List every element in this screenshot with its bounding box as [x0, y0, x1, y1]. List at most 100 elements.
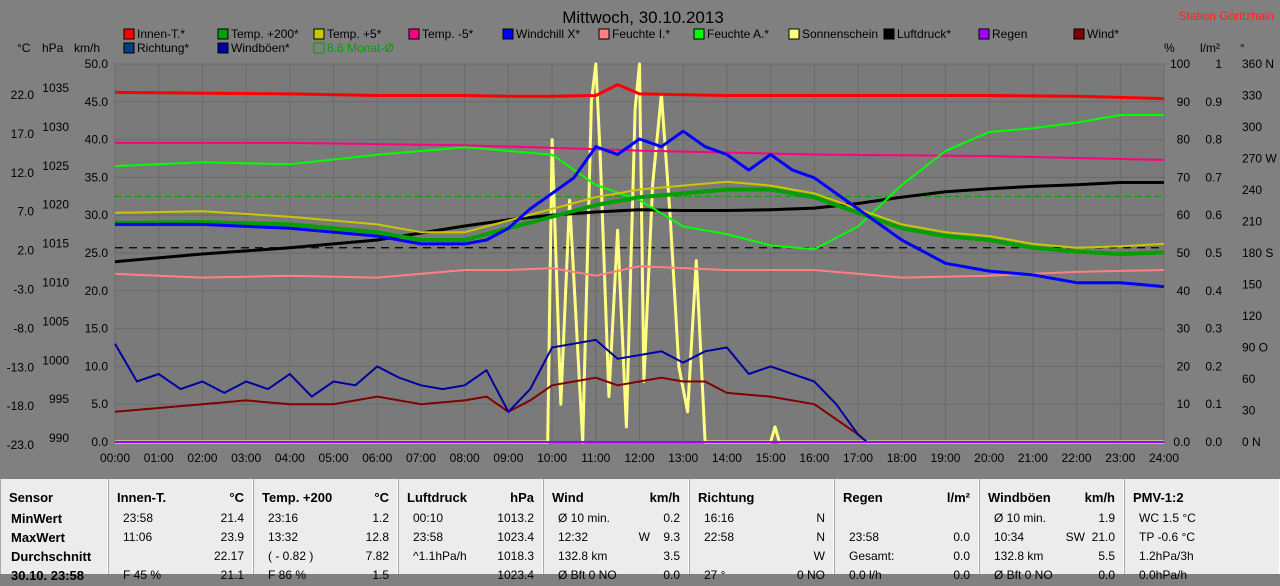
stats-row: W	[690, 549, 833, 567]
humidity-tick-label: 100	[1170, 57, 1190, 71]
axis-labels: 00:00 01:00 02:00 03:00 04:00 05:00 06:00 07:00…	[7, 57, 1278, 465]
stats-header-label: Windböen	[988, 490, 1051, 505]
left-unit-label: hPa	[42, 41, 64, 55]
stats-row: ( - 0.82 ) 7.82	[254, 549, 397, 567]
stats-row: 0.0hPa/h	[1125, 568, 1279, 586]
legend-swatch	[883, 28, 895, 40]
stats-cell-value: 9.3	[663, 530, 680, 544]
pressure-tick-label: 1035	[42, 81, 69, 95]
stats-cell-label: WC 1.5 °C	[1139, 511, 1196, 525]
legend-swatch	[313, 42, 325, 54]
legend-label: Innen-T.*	[137, 27, 185, 41]
x-tick-label: 10:00	[537, 451, 567, 465]
x-tick-label: 11:00	[581, 451, 610, 465]
pressure-tick-label: 1025	[42, 159, 69, 173]
stats-cell-value: 0.0	[953, 530, 970, 544]
stats-cell-label: MaxWert	[11, 530, 65, 545]
stats-row: 132.8 km 3.5	[544, 549, 688, 567]
stats-column: Wind km/h Ø 10 min. 0.2 12:32 W 9.3 132.8 km 3.5…	[543, 479, 689, 582]
humidity-tick-label: 90	[1177, 95, 1191, 109]
stats-column: Windböen km/h Ø 10 min. 1.9 10:34 SW 21.0 132.8…	[979, 479, 1124, 582]
direction-tick-label: 240	[1242, 183, 1262, 197]
humidity-tick-label: 20	[1177, 359, 1191, 373]
stats-cell-label: 0.0hPa/h	[1139, 568, 1188, 582]
rain-tick-label: 0.0	[1205, 435, 1222, 449]
legend-swatch	[1073, 28, 1085, 40]
stats-header-label: Wind	[552, 490, 584, 505]
stats-cell-direction: W	[638, 530, 650, 544]
humidity-tick-label: 40	[1177, 284, 1191, 298]
rain-tick-label: 1	[1215, 57, 1222, 71]
right-unit-label: °	[1240, 41, 1245, 55]
temp-tick-label: -23.0	[7, 438, 35, 452]
stats-cell-label: 132.8 km	[558, 549, 608, 563]
direction-tick-label: 150	[1242, 278, 1262, 292]
wind-tick-label: 10.0	[85, 359, 109, 373]
stats-header: Sensor	[9, 490, 99, 506]
stats-cell-value: 23.9	[220, 530, 244, 544]
stats-cell-value: 1018.3	[497, 549, 534, 563]
stats-header-label: Sensor	[9, 490, 54, 505]
stats-cell-label: 10:34	[994, 530, 1025, 544]
stats-cell-label: 132.8 km	[994, 549, 1044, 563]
stats-row: WC 1.5 °C	[1125, 511, 1279, 529]
x-tick-label: 16:00	[799, 451, 829, 465]
stats-cell-label: Durchschnitt	[11, 549, 92, 564]
legend-label: Sonnenschein	[802, 27, 878, 41]
legend-swatch	[693, 28, 705, 40]
stats-row: 22.17	[109, 549, 252, 567]
stats-header-unit: hPa	[510, 490, 534, 505]
legend: Innen-T.* Temp. +200* Temp. +5* Temp. -5* Wi…	[123, 27, 1119, 55]
temp-tick-label: -13.0	[7, 360, 35, 374]
temp-tick-label: -8.0	[13, 321, 34, 335]
stats-cell-label: MinWert	[11, 511, 63, 526]
humidity-tick-label: 70	[1177, 170, 1191, 184]
x-tick-label: 18:00	[887, 451, 917, 465]
wind-tick-label: 35.0	[85, 170, 109, 184]
direction-tick-label: 120	[1242, 309, 1262, 323]
stats-row: 23:58 1023.4	[399, 530, 542, 548]
temp-tick-label: 7.0	[17, 205, 34, 219]
stats-header: Regen l/m²	[843, 490, 970, 506]
stats-cell-value: 1013.2	[497, 511, 534, 525]
stats-row: 22:58 N	[690, 530, 833, 548]
x-tick-label: 07:00	[406, 451, 436, 465]
humidity-tick-label: 0.0	[1173, 435, 1190, 449]
series-line	[114, 265, 1165, 279]
rain-tick-label: 0.2	[1205, 359, 1222, 373]
stats-row: MinWert	[1, 511, 107, 529]
stats-cell-direction: SW	[1065, 530, 1085, 544]
legend-label: 8.6 Monat-Ø	[327, 41, 394, 55]
direction-tick-label: 0 N	[1242, 435, 1261, 449]
stats-header-label: Luftdruck	[407, 490, 467, 505]
stats-cell-label: 16:16	[704, 511, 735, 525]
pressure-tick-label: 995	[49, 392, 69, 406]
weather-chart: Mittwoch, 30.10.2013 Station Göritzhain …	[6, 8, 1278, 465]
rain-tick-label: 0.3	[1205, 322, 1222, 336]
stats-cell-value: 0.0	[663, 568, 680, 582]
stats-cell-label: 23:58	[123, 511, 154, 525]
temp-tick-label: 2.0	[17, 244, 34, 258]
legend-swatch	[123, 42, 135, 54]
stats-row: TP -0.6 °C	[1125, 530, 1279, 548]
temp-tick-label: -18.0	[7, 399, 35, 413]
direction-tick-label: 60	[1242, 372, 1256, 386]
x-tick-label: 00:00	[100, 451, 130, 465]
rain-tick-label: 0.4	[1205, 284, 1222, 298]
stats-cell-label: 0.0 l/h	[849, 568, 882, 582]
series-line	[114, 83, 1165, 101]
x-tick-label: 05:00	[319, 451, 349, 465]
right-axis-units: % l/m² °	[1164, 41, 1245, 55]
series-line	[114, 181, 1164, 264]
legend-swatch	[217, 42, 229, 54]
legend-swatch	[788, 28, 800, 40]
stats-header: PMV-1:2	[1133, 490, 1271, 506]
humidity-tick-label: 50	[1177, 246, 1191, 260]
stats-cell-label: 27 °	[704, 568, 726, 582]
wind-tick-label: 45.0	[85, 95, 109, 109]
series-line	[114, 187, 1165, 256]
stats-cell-label: 11:06	[123, 530, 153, 544]
stats-header-unit: °C	[374, 490, 389, 505]
stats-row: 1.2hPa/3h	[1125, 549, 1279, 567]
stats-row: 30.10. 23:58	[1, 568, 107, 586]
